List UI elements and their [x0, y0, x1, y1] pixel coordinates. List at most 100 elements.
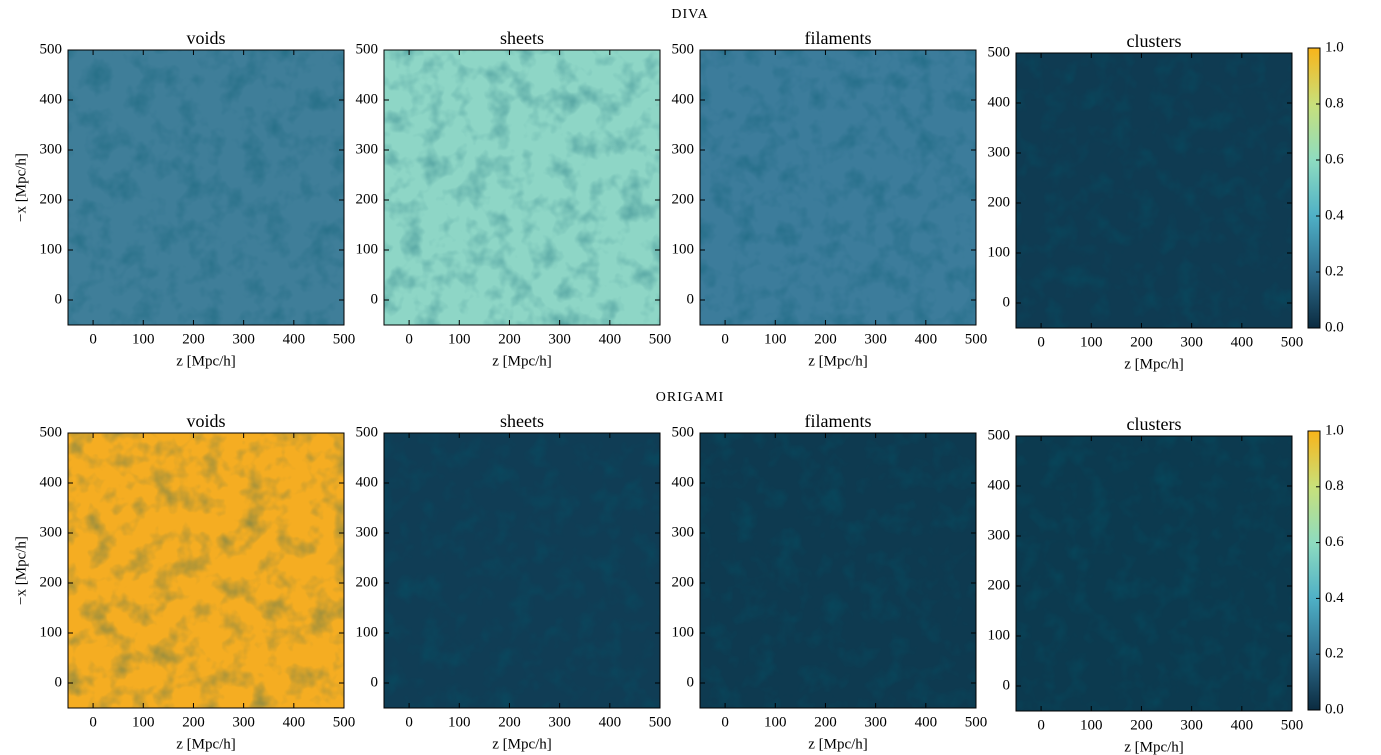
x-tick-label: 300 [548, 331, 571, 347]
y-tick-label: 500 [988, 44, 1011, 60]
x-tick-label: 100 [764, 331, 787, 347]
y-tick-label: 100 [356, 241, 379, 257]
panel-title: filaments [805, 411, 872, 431]
x-tick-label: 300 [548, 714, 571, 730]
x-axis-label: z [Mpc/h] [492, 353, 552, 369]
y-tick-label: 200 [356, 191, 379, 207]
x-tick-label: 500 [965, 331, 988, 347]
colorbar-tick-label: 0.8 [1325, 478, 1344, 494]
y-tick-label: 400 [672, 91, 695, 107]
x-axis-label: z [Mpc/h] [808, 353, 868, 369]
colorbar-tick-label: 0.2 [1325, 263, 1344, 279]
heatmap-texture [68, 50, 344, 325]
colorbar-tick-label: 1.0 [1325, 39, 1344, 55]
x-tick-label: 300 [1180, 717, 1203, 733]
y-tick-label: 300 [40, 524, 63, 540]
y-tick-label: 400 [672, 474, 695, 490]
x-tick-label: 100 [1080, 717, 1103, 733]
y-tick-label: 0 [371, 291, 379, 307]
x-axis-label: z [Mpc/h] [1124, 356, 1184, 372]
figure: DIVA ORIGAMI voids 0 100 200 300 400 500 0 100 200 3… [0, 0, 1381, 755]
colorbar-tick-label: 0.6 [1325, 534, 1344, 550]
x-tick-label: 0 [1037, 717, 1045, 733]
row-title: DIVA [671, 7, 708, 22]
x-tick-label: 200 [182, 331, 205, 347]
y-tick-label: 300 [40, 141, 63, 157]
heatmap-texture [384, 433, 660, 708]
x-tick-label: 200 [814, 714, 837, 730]
x-tick-label: 100 [448, 714, 471, 730]
panel-title: sheets [500, 28, 544, 48]
heatmap-texture [1016, 53, 1292, 328]
y-tick-label: 0 [1003, 294, 1011, 310]
y-tick-label: 100 [672, 624, 695, 640]
x-tick-label: 400 [283, 714, 306, 730]
y-tick-label: 300 [672, 524, 695, 540]
heatmap-texture [68, 433, 344, 708]
x-tick-label: 300 [1180, 334, 1203, 350]
y-tick-label: 0 [687, 674, 695, 690]
x-tick-label: 200 [498, 331, 521, 347]
colorbar-tick-label: 0.0 [1325, 701, 1344, 717]
x-tick-label: 100 [132, 714, 155, 730]
x-tick-label: 500 [649, 331, 672, 347]
colorbar [1308, 48, 1320, 328]
panel-title: filaments [805, 28, 872, 48]
y-tick-label: 100 [356, 624, 379, 640]
x-axis-label: z [Mpc/h] [492, 736, 552, 752]
y-tick-label: 200 [988, 194, 1011, 210]
x-tick-label: 500 [333, 714, 356, 730]
colorbar-tick-label: 0.6 [1325, 151, 1344, 167]
y-tick-label: 400 [40, 474, 63, 490]
y-tick-label: 300 [672, 141, 695, 157]
x-tick-label: 0 [405, 331, 413, 347]
x-axis-label: z [Mpc/h] [808, 736, 868, 752]
x-tick-label: 400 [915, 714, 938, 730]
y-tick-label: 500 [40, 41, 63, 57]
y-tick-label: 100 [988, 627, 1011, 643]
x-tick-label: 200 [814, 331, 837, 347]
y-tick-label: 400 [40, 91, 63, 107]
y-tick-label: 0 [687, 291, 695, 307]
y-tick-label: 100 [40, 241, 63, 257]
panel-title: sheets [500, 411, 544, 431]
x-tick-label: 300 [232, 331, 255, 347]
y-tick-label: 300 [988, 527, 1011, 543]
colorbar-tick-label: 0.4 [1325, 590, 1344, 606]
x-tick-label: 100 [448, 331, 471, 347]
x-tick-label: 500 [1281, 717, 1304, 733]
y-tick-label: 400 [356, 91, 379, 107]
y-tick-label: 500 [988, 427, 1011, 443]
x-tick-label: 0 [89, 714, 97, 730]
x-tick-label: 200 [498, 714, 521, 730]
panel-title: voids [186, 28, 225, 48]
x-tick-label: 400 [599, 331, 622, 347]
x-tick-label: 100 [132, 331, 155, 347]
colorbar-tick-label: 0.2 [1325, 646, 1344, 662]
colorbar-tick-label: 0.4 [1325, 207, 1344, 223]
x-axis-label: z [Mpc/h] [1124, 739, 1184, 755]
x-tick-label: 0 [405, 714, 413, 730]
y-tick-label: 100 [988, 244, 1011, 260]
x-tick-label: 500 [965, 714, 988, 730]
y-tick-label: 0 [55, 674, 63, 690]
x-tick-label: 500 [649, 714, 672, 730]
y-tick-label: 200 [672, 191, 695, 207]
x-tick-label: 300 [232, 714, 255, 730]
x-tick-label: 500 [1281, 334, 1304, 350]
y-tick-label: 300 [988, 144, 1011, 160]
y-tick-label: 200 [988, 577, 1011, 593]
row-title: ORIGAMI [656, 390, 724, 405]
heatmap-texture [1016, 436, 1292, 711]
y-tick-label: 500 [672, 424, 695, 440]
y-tick-label: 400 [988, 94, 1011, 110]
x-tick-label: 0 [721, 714, 729, 730]
x-tick-label: 100 [764, 714, 787, 730]
y-axis-label: −x [Mpc/h] [13, 536, 29, 605]
y-tick-label: 0 [1003, 677, 1011, 693]
colorbar [1308, 431, 1320, 710]
x-tick-label: 400 [283, 331, 306, 347]
heatmap-texture [700, 50, 976, 325]
y-tick-label: 400 [356, 474, 379, 490]
y-axis-label: −x [Mpc/h] [13, 153, 29, 222]
